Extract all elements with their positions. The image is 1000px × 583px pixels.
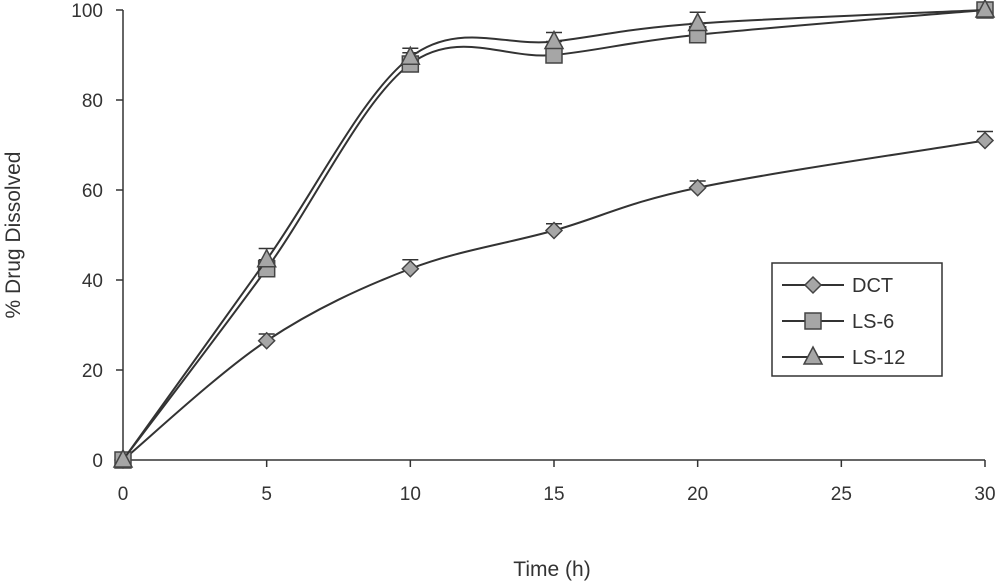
data-point: [401, 259, 420, 278]
legend-label: DCT: [852, 275, 893, 297]
data-point: [687, 11, 708, 32]
legend-item-ls-12: LS-12: [782, 345, 905, 369]
x-tick-label: 0: [118, 484, 129, 505]
series-line: [122, 9, 986, 461]
data-point: [974, 0, 996, 18]
series-line: [122, 139, 986, 461]
series-line: [122, 9, 986, 461]
x-axis-title: Time (h): [513, 558, 590, 581]
y-tick-label: 40: [82, 271, 103, 292]
legend-marker: [803, 275, 823, 295]
y-tick-label: 80: [82, 91, 103, 112]
data-point: [256, 248, 277, 268]
data-point: [975, 131, 995, 150]
data-point: [400, 45, 421, 65]
data-point: [688, 178, 707, 197]
data-point: [257, 331, 276, 350]
data-point: [545, 46, 563, 64]
series-layer: [112, 0, 996, 470]
y-axis-title: % Drug Dissolved: [2, 152, 25, 319]
legend-label: LS-12: [852, 347, 905, 369]
y-tick-label: 20: [82, 361, 103, 382]
x-tick-label: 15: [543, 484, 564, 505]
x-tick-label: 25: [831, 484, 852, 505]
data-point: [544, 221, 564, 240]
legend: DCT LS-6 LS-12: [771, 262, 943, 377]
x-tick-label: 5: [261, 484, 272, 505]
x-tick-label: 10: [400, 484, 421, 505]
data-point: [543, 29, 565, 50]
legend-marker: [804, 312, 822, 330]
data-point: [112, 448, 134, 468]
y-tick-label: 100: [71, 1, 103, 22]
x-tick-label: 30: [974, 484, 995, 505]
series-ls-12: [112, 0, 996, 468]
x-tick-label: 20: [687, 484, 708, 505]
legend-item-dct: DCT: [782, 275, 893, 297]
axes: 0 5 10 15 20 25 30 0 20 40 60 80 100: [71, 1, 995, 505]
legend-label: LS-6: [852, 311, 894, 333]
y-tick-label: 60: [82, 181, 103, 202]
legend-item-ls-6: LS-6: [782, 311, 894, 333]
y-tick-label: 0: [92, 451, 103, 472]
legend-marker: [802, 345, 824, 365]
